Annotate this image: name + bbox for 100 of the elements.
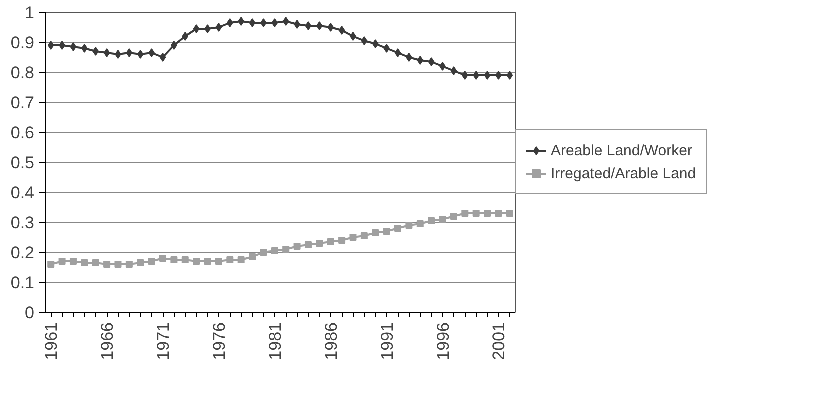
point <box>372 40 379 48</box>
point <box>384 44 390 53</box>
point <box>496 71 502 80</box>
x-tick-label: 1996 <box>434 322 453 360</box>
point <box>104 48 110 58</box>
x-tick-label: 1966 <box>98 322 118 360</box>
point <box>126 261 133 268</box>
point <box>338 237 346 244</box>
point <box>417 56 424 65</box>
x-tick-label: 2001 <box>490 322 509 360</box>
point <box>450 66 458 76</box>
point <box>282 246 290 253</box>
point <box>383 228 390 235</box>
point <box>204 258 212 265</box>
point <box>215 258 222 265</box>
point <box>160 53 166 62</box>
point <box>92 47 100 56</box>
point <box>58 258 66 265</box>
point <box>406 222 413 229</box>
x-tick-label: 1971 <box>154 322 173 360</box>
point <box>137 260 144 266</box>
point <box>148 48 155 58</box>
point <box>272 18 278 28</box>
point <box>450 213 458 220</box>
point <box>271 248 278 254</box>
point <box>394 48 402 58</box>
y-tick-label: 0.1 <box>10 274 35 292</box>
point <box>484 210 492 217</box>
point <box>115 50 122 59</box>
point <box>439 216 446 223</box>
point <box>350 32 356 41</box>
point <box>294 243 301 250</box>
point <box>148 258 156 265</box>
point <box>416 220 424 228</box>
point <box>506 71 514 80</box>
point <box>160 255 166 262</box>
point <box>182 32 189 41</box>
point <box>304 242 312 248</box>
point <box>82 44 88 53</box>
point <box>249 254 256 260</box>
point <box>406 53 412 62</box>
point <box>372 230 380 236</box>
point <box>70 258 77 265</box>
point <box>81 260 88 266</box>
point <box>260 249 268 256</box>
point <box>350 234 357 241</box>
point <box>484 71 491 80</box>
x-tick-label: 1976 <box>210 322 229 360</box>
y-tick-label: 0.9 <box>10 34 35 52</box>
point <box>360 232 368 240</box>
y-tick-label: 0.2 <box>10 244 35 262</box>
point <box>495 210 502 217</box>
point <box>361 36 368 46</box>
point <box>428 218 436 224</box>
y-tick-label: 0.8 <box>10 64 35 82</box>
point <box>249 18 256 28</box>
legend-label: Irregated/Arable Land <box>551 165 696 182</box>
point <box>462 71 468 80</box>
point <box>104 261 111 268</box>
point <box>114 261 122 268</box>
point <box>48 41 54 50</box>
x-tick-label: 1991 <box>378 322 397 360</box>
y-tick-label: 0.5 <box>10 154 35 172</box>
point <box>338 26 346 35</box>
point <box>170 256 178 264</box>
x-tick-label: 1961 <box>42 322 62 360</box>
point <box>506 210 514 217</box>
x-tick-label: 1981 <box>266 322 285 360</box>
point <box>193 24 200 34</box>
point <box>238 17 244 26</box>
point <box>440 62 446 71</box>
point <box>282 17 290 26</box>
y-tick-label: 0.7 <box>10 94 35 112</box>
point <box>137 50 144 59</box>
point <box>305 22 312 30</box>
point <box>328 23 334 32</box>
point <box>204 24 211 34</box>
point <box>48 261 55 268</box>
point <box>316 22 323 30</box>
y-tick-label: 1 <box>25 4 35 22</box>
y-tick-label: 0 <box>25 304 35 322</box>
y-tick-label: 0.3 <box>10 214 35 232</box>
point <box>182 256 189 264</box>
point <box>59 41 66 50</box>
point <box>171 41 178 50</box>
x-tick-label: 1986 <box>322 322 341 360</box>
point <box>462 210 469 217</box>
point <box>428 58 435 66</box>
point <box>126 48 133 58</box>
point <box>226 256 234 264</box>
point <box>394 225 402 232</box>
point <box>70 42 77 52</box>
point <box>316 240 324 247</box>
point <box>193 258 200 265</box>
point <box>216 23 222 32</box>
y-tick-label: 0.4 <box>10 184 35 202</box>
point <box>472 210 480 217</box>
point <box>260 18 267 28</box>
legend-label: Areable Land/Worker <box>551 142 692 159</box>
point <box>92 260 100 266</box>
